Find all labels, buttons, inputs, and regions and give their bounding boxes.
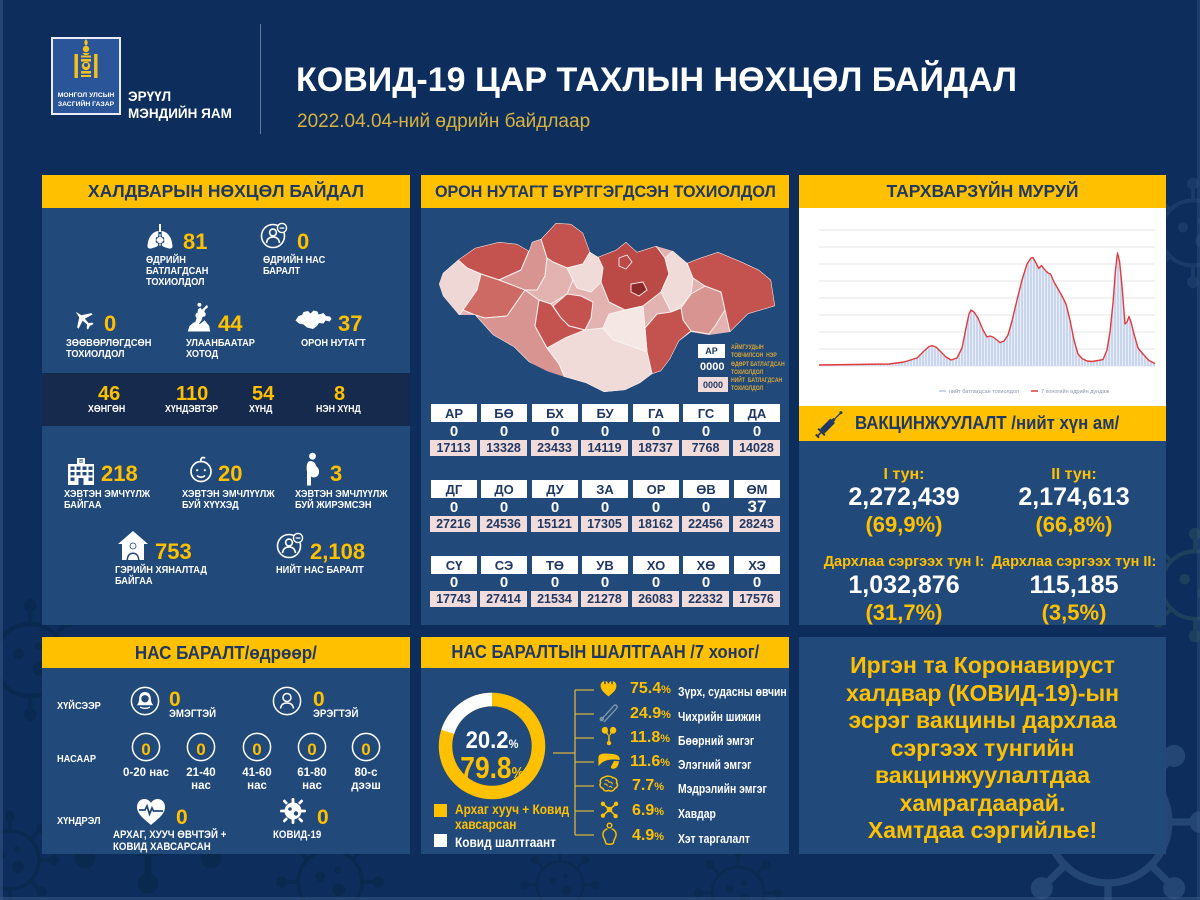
svg-text:7 хоногийн өдрийн дундаж: 7 хоногийн өдрийн дундаж xyxy=(1041,388,1109,395)
svg-text:нийт батлагдсан тохиолдол: нийт батлагдсан тохиолдол xyxy=(949,388,1019,395)
svg-text:H: H xyxy=(79,459,82,464)
